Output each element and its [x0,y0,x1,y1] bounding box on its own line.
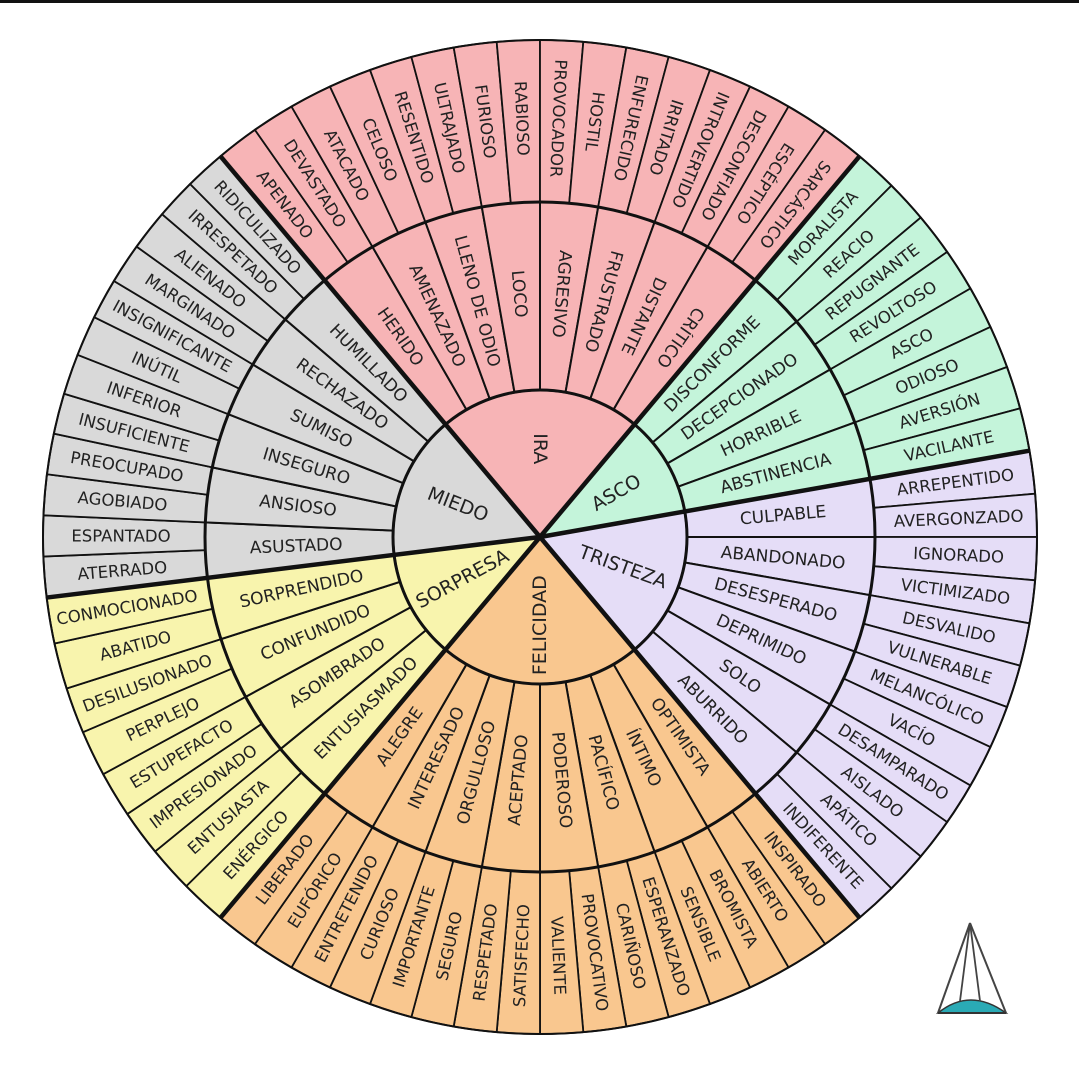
top-border [0,0,1079,3]
sector-divider [46,534,541,600]
middle-emotion-label: LOCO [507,269,531,318]
sector-divider [218,535,542,920]
outer-emotion-label: IGNORADO [913,544,1005,567]
sector-divider [538,535,862,920]
outer-ring-border [42,39,1038,1035]
middle-emotion-label: ASUSTADO [249,535,343,559]
middle-ring-border [203,200,877,874]
outer-emotion-label: SATISFECHO [510,904,533,1008]
core-emotion-label: FELICIDAD [529,575,551,675]
inner-ring-border [391,388,689,686]
outer-emotion-label: VALIENTE [547,916,569,996]
sector-divider [538,154,862,539]
outer-emotion-label: ESPANTADO [71,526,170,545]
outer-emotion-label: RABIOSO [511,81,533,156]
sector-divider [539,448,1030,540]
core-emotion-label: IRA [529,433,551,464]
logo-dome [935,999,1009,1014]
pyramid-dome-logo-icon [935,922,1009,1014]
sector-divider [218,154,542,539]
